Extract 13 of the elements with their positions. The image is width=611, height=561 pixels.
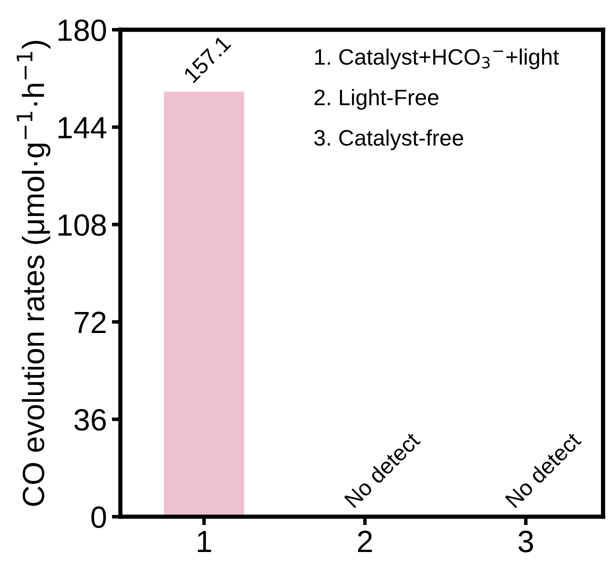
- y-tick-label: 144: [58, 117, 106, 138]
- y-tick-label: 72: [74, 312, 106, 333]
- x-tick-label: 3: [518, 530, 533, 552]
- annotation: 1. Catalyst+HCO$_{3}$$^{−}$+light: [315, 48, 559, 70]
- y-tick-label: 180: [58, 19, 106, 42]
- annotation: 2. Light-Free: [314, 89, 438, 110]
- y-tick-label: 36: [74, 409, 106, 431]
- y-tick-label: 0: [91, 506, 106, 528]
- x-tick-label: 2: [358, 530, 372, 552]
- annotation: 3. Catalyst-free: [314, 129, 464, 150]
- y-axis-title: CO evolution rates (μmol·g$^{−1}$·h$^{−1}$): [16, 40, 50, 506]
- x-tick-label: 1: [198, 530, 212, 552]
- y-tick-label: 108: [58, 214, 106, 236]
